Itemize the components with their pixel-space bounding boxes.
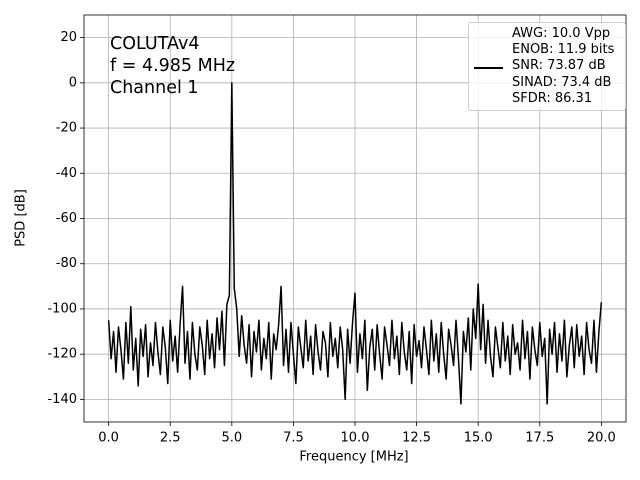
y-tick-label: -40 (56, 166, 77, 181)
y-tick-label: -100 (47, 301, 77, 316)
y-tick-label: -80 (56, 256, 77, 271)
annotation: f = 4.985 MHz (110, 56, 235, 76)
x-axis-label: Frequency [MHz] (299, 450, 408, 465)
x-tick-label: 7.5 (283, 431, 304, 446)
plot-frame (83, 14, 627, 423)
annotation: Channel 1 (110, 78, 199, 98)
x-tick-label: 0.0 (98, 431, 119, 446)
x-tick-label: 17.5 (525, 431, 554, 446)
x-tick-label: 2.5 (160, 431, 181, 446)
annotation: COLUTAv4 (110, 34, 199, 54)
legend: AWG: 10.0 Vpp ENOB: 11.9 bits SNR: 73.87… (468, 22, 626, 111)
legend-swatch (474, 67, 503, 69)
y-tick-label: -60 (56, 211, 77, 226)
x-tick-label: 5.0 (221, 431, 242, 446)
x-tick-label: 15.0 (464, 431, 493, 446)
x-tick-label: 20.0 (587, 431, 616, 446)
legend-label: AWG: 10.0 Vpp ENOB: 11.9 bits SNR: 73.87… (512, 26, 615, 106)
y-tick-label: -20 (56, 121, 77, 136)
y-tick-label: -120 (47, 347, 77, 362)
x-tick-label: 12.5 (402, 431, 431, 446)
x-tick-label: 10.0 (341, 431, 370, 446)
y-tick-label: -140 (47, 392, 77, 407)
y-tick-label: 0 (69, 75, 77, 90)
y-tick-label: 20 (60, 30, 77, 45)
y-axis-label: PSD [dB] (14, 189, 29, 247)
data-line (107, 82, 603, 405)
